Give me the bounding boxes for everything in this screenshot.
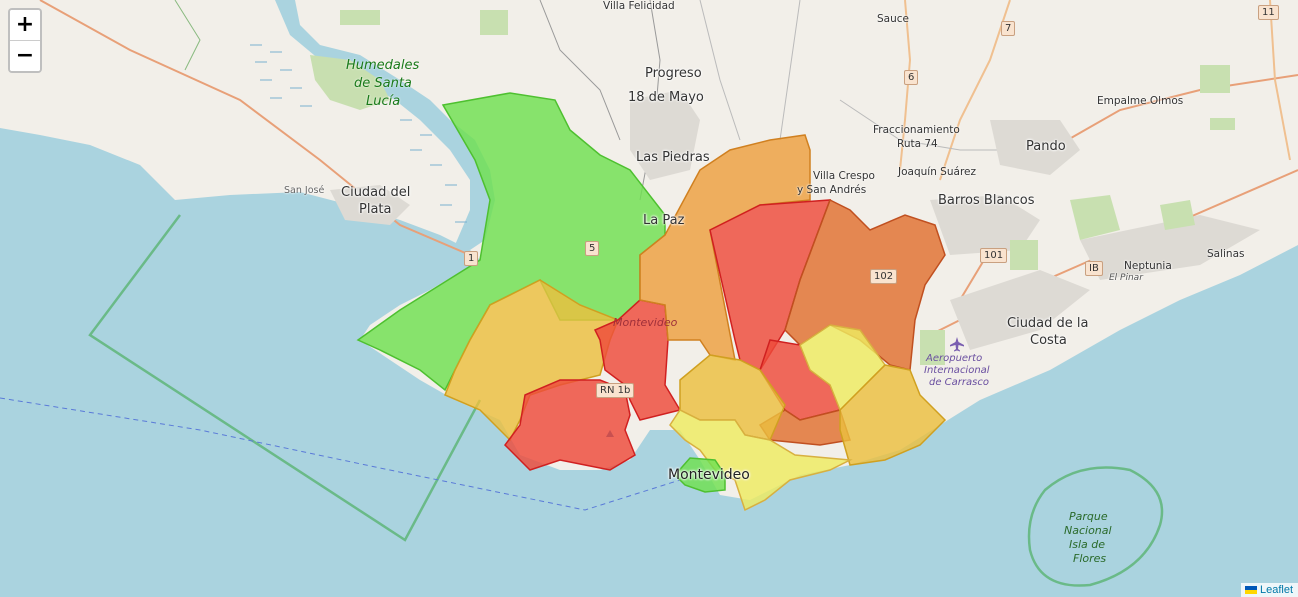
shield-route-6: 6 [904,70,919,85]
leaflet-link[interactable]: Leaflet [1259,584,1293,596]
maritime-dashed-line [0,397,681,511]
wetland-hatch [250,44,467,223]
label-las-piedras: Las Piedras [636,150,710,165]
region-green-centro[interactable] [673,457,726,493]
maritime-boundary [88,214,482,542]
ukraine-flag-icon [1244,586,1257,595]
zoom-out-button[interactable]: − [10,40,40,71]
shield-route-101: 101 [980,248,1008,263]
landmark-triangle-icon [606,430,614,437]
choropleth-layer[interactable] [356,92,947,512]
label-airport-3: de Carrasco [929,377,989,388]
zoom-control: + − [8,8,42,73]
label-18-de-mayo: 18 de Mayo [628,90,704,105]
label-san-jose: San José [284,185,325,196]
airport-icon [950,337,964,352]
label-sauce: Sauce [877,13,909,25]
label-humedales-1: Humedales [346,58,420,73]
label-airport-2: Internacional [924,365,990,376]
zoom-in-button[interactable]: + [10,10,40,40]
label-parque-4: Flores [1073,552,1107,565]
label-villa-crespo: Villa Crespo [813,170,875,182]
label-villa-felicidad: Villa Felicidad [603,0,675,12]
urban-areas [330,90,1260,350]
label-pando: Pando [1026,139,1066,154]
label-parque-1: Parque [1069,510,1108,523]
label-ciudad-costa-2: Costa [1030,333,1067,348]
region-yellow-south-center[interactable] [669,409,853,512]
label-humedales-3: Lucía [366,94,401,109]
label-joaquin-suarez: Joaquín Suárez [898,166,976,178]
shield-route-1: 1 [464,251,479,266]
isla-flores-boundary [1027,466,1164,587]
shield-rn1b: RN 1b [596,383,635,398]
label-empalme-olmos: Empalme Olmos [1097,95,1184,107]
green-patches [340,10,1235,365]
label-montevideo-department: Montevideo [613,316,678,329]
region-red-cerro[interactable] [504,379,636,471]
label-ciudad-plata-2: Plata [359,202,392,217]
label-ruta-74: Ruta 74 [897,138,938,150]
label-airport-1: Aeropuerto [926,353,983,364]
humedales-green [310,55,390,110]
shield-route-5: 5 [585,241,600,256]
shield-route-7: 7 [1001,21,1016,36]
label-fraccionamiento: Fraccionamiento [873,124,960,136]
label-salinas: Salinas [1207,248,1245,260]
attribution: Leaflet [1240,583,1298,597]
label-parque-2: Nacional [1064,524,1112,537]
label-la-paz: La Paz [643,213,685,228]
shield-route-102: 102 [870,269,898,284]
label-el-pinar: El Pinar [1109,273,1143,283]
label-progreso: Progreso [645,66,702,81]
region-yellow-orange-carrasco[interactable] [839,364,947,466]
label-ciudad-costa-1: Ciudad de la [1007,316,1089,331]
sea-area [0,128,1298,597]
label-neptunia: Neptunia [1124,260,1172,272]
shield-route-ib: IB [1085,261,1103,276]
label-ciudad-plata-1: Ciudad del [341,185,411,200]
label-parque-3: Isla de [1069,538,1106,551]
shield-route-11: 11 [1258,5,1279,20]
label-san-andres: y San Andrés [797,184,867,196]
label-montevideo-city: Montevideo [668,467,750,483]
label-humedales-2: de Santa [354,76,412,91]
label-barros-blancos: Barros Blancos [938,193,1035,208]
